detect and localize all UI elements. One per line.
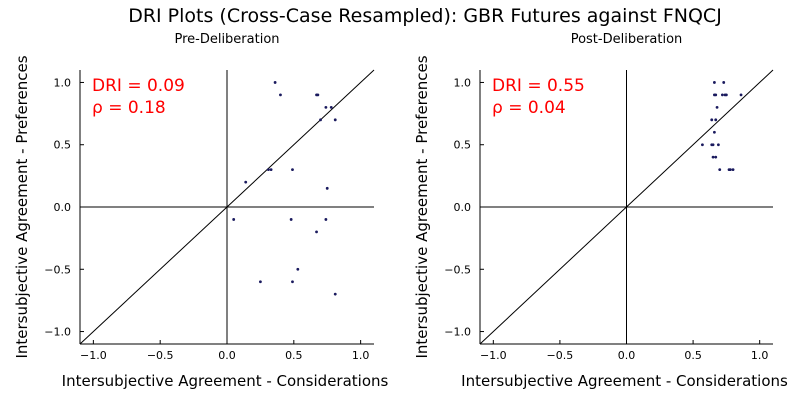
- data-point: [267, 168, 270, 172]
- data-point: [728, 168, 732, 172]
- data-point: [316, 93, 320, 97]
- data-point: [291, 280, 294, 284]
- data-point: [739, 93, 743, 97]
- data-point: [711, 155, 715, 159]
- data-point: [715, 105, 719, 109]
- data-point: [722, 81, 726, 84]
- x-tick-label: 1.0: [751, 349, 769, 362]
- data-point: [289, 218, 293, 221]
- data-point: [713, 81, 716, 84]
- data-point: [333, 292, 337, 296]
- data-point: [720, 93, 724, 97]
- y-axis-label: Intersubjective Agreement - Preferences: [413, 55, 431, 358]
- dri-annotation: DRI = 0.09: [92, 76, 185, 96]
- x-tick-label: 0.5: [285, 349, 303, 362]
- data-point: [259, 280, 262, 284]
- data-point: [315, 230, 318, 234]
- dri-annotation: DRI = 0.55: [492, 76, 585, 96]
- data-point: [329, 105, 333, 109]
- y-tick-label: 0.0: [54, 201, 72, 214]
- x-axis-label: Intersubjective Agreement - Consideratio…: [461, 372, 788, 390]
- data-point: [324, 218, 328, 221]
- rho-annotation: ρ = 0.18: [92, 98, 166, 118]
- data-point: [325, 186, 329, 190]
- post-deliberation-panel: Post-Deliberation −1.0 −0.5 0.0 0.5 1.0 −1.0 −0…: [413, 32, 788, 390]
- identity-line: [479, 69, 774, 345]
- x-tick-label: −0.5: [147, 349, 174, 362]
- data-point: [724, 93, 728, 97]
- x-tick-label: −0.5: [547, 349, 574, 362]
- y-tick-label: −0.5: [444, 263, 471, 276]
- x-axis-label: Intersubjective Agreement - Consideratio…: [62, 372, 389, 390]
- data-point: [269, 168, 273, 172]
- data-point: [279, 93, 282, 97]
- data-point: [273, 81, 277, 84]
- data-point: [324, 105, 328, 109]
- figure-title: DRI Plots (Cross-Case Resampled): GBR Fu…: [128, 5, 722, 27]
- y-tick-label: 0.5: [454, 139, 472, 152]
- data-point: [701, 143, 704, 147]
- y-tick-label: 1.0: [454, 76, 472, 89]
- data-point: [714, 155, 718, 159]
- x-tick-label: 0.0: [618, 349, 636, 362]
- data-point: [711, 143, 715, 147]
- y-tick-label: 0.0: [454, 201, 472, 214]
- y-tick-label: −1.0: [444, 326, 471, 339]
- y-axis-label: Intersubjective Agreement - Preferences: [13, 55, 31, 358]
- y-tick-label: 0.5: [54, 139, 72, 152]
- x-tick-label: 1.0: [352, 349, 370, 362]
- data-point: [291, 168, 294, 172]
- x-tick-label: 0.5: [684, 349, 702, 362]
- identity-line: [79, 69, 375, 345]
- data-point: [319, 118, 322, 122]
- y-tick-label: −0.5: [44, 263, 71, 276]
- x-tick-label: −1.0: [80, 349, 107, 362]
- y-tick-label: −1.0: [44, 326, 71, 339]
- y-tick-label: 1.0: [54, 76, 72, 89]
- data-point: [713, 130, 716, 134]
- subplot-title: Pre-Deliberation: [174, 32, 279, 47]
- rho-annotation: ρ = 0.04: [492, 98, 566, 118]
- x-tick-label: 0.0: [218, 349, 236, 362]
- data-point: [718, 168, 722, 172]
- x-tick-label: −1.0: [480, 349, 507, 362]
- data-point: [731, 168, 735, 172]
- data-point: [714, 93, 718, 97]
- data-point: [232, 218, 236, 221]
- pre-deliberation-panel: Pre-Deliberation −1.0 −0.5 0.0 0.5 1.0 −1.0 −0.…: [13, 32, 389, 390]
- data-point: [296, 267, 300, 271]
- data-point: [244, 180, 248, 184]
- data-point: [714, 118, 718, 122]
- subplot-title: Post-Deliberation: [571, 32, 683, 47]
- data-point: [710, 118, 714, 122]
- data-point: [333, 118, 337, 122]
- data-point: [716, 143, 720, 147]
